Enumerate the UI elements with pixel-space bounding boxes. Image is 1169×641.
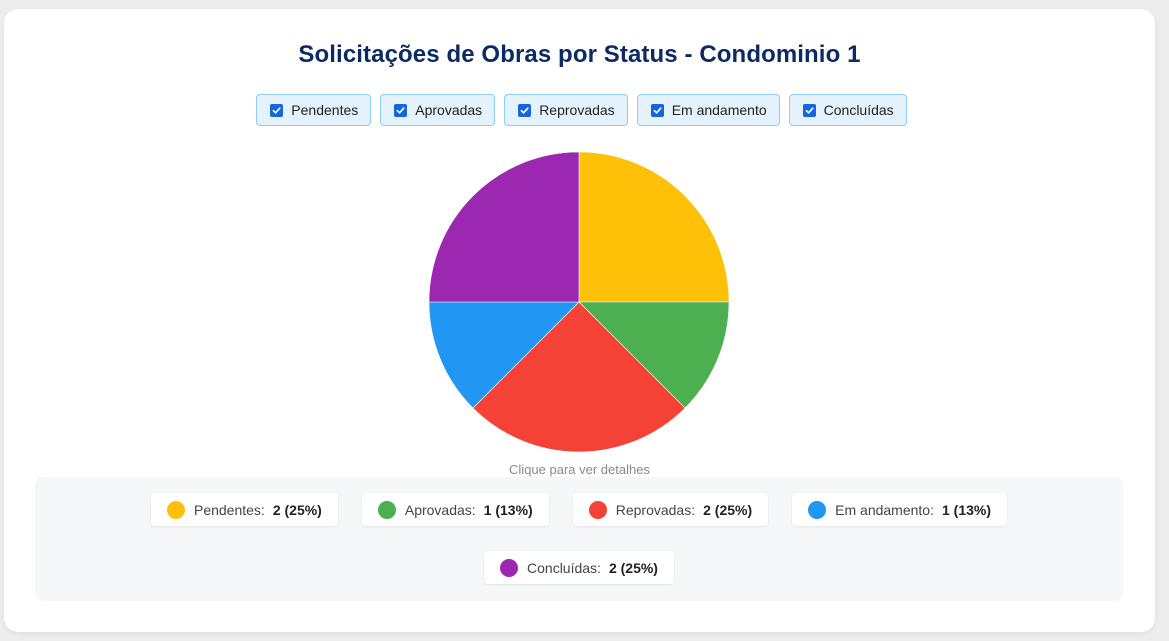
filter-label: Aprovadas [415,102,483,118]
color-dot-icon [377,500,396,519]
filter-aprovadas[interactable]: Aprovadas [380,94,496,126]
filter-reprovadas[interactable]: Reprovadas [504,94,628,126]
legend-item-concluidas[interactable]: Concluídas: 2 (25%) [484,551,674,584]
filter-label: Reprovadas [539,102,615,118]
legend-value: 1 (13%) [941,501,992,518]
pie-svg[interactable] [428,151,730,453]
color-dot-icon [500,558,519,577]
chart-title: Solicitações de Obras por Status - Condo… [298,41,861,68]
legend-label: Em andamento: [835,501,934,518]
pie-slice-concluídas[interactable] [428,151,580,303]
color-dot-icon [166,500,185,519]
legend-value: 2 (25%) [703,501,753,518]
legend-item-reprovadas[interactable]: Reprovadas: 2 (25%) [572,493,769,526]
legend-row: Pendentes: 2 (25%) Aprovadas: 1 (13%) Re… [35,493,1123,526]
filter-concluidas[interactable]: Concluídas [788,94,907,126]
checkbox-checked-icon[interactable] [518,103,532,117]
legend-item-aprovadas[interactable]: Aprovadas: 1 (13%) [361,493,549,526]
color-dot-icon [588,500,607,519]
legend-item-pendentes[interactable]: Pendentes: 2 (25%) [150,493,338,526]
legend-value: 2 (25%) [272,501,322,518]
legend-label: Reprovadas: [615,501,696,518]
filter-em-andamento[interactable]: Em andamento [636,94,780,126]
legend-label: Pendentes: [193,501,265,518]
checkbox-checked-icon[interactable] [650,103,664,117]
pie-slice-reprovadas[interactable] [472,301,686,453]
legend-value: 2 (25%) [608,559,658,576]
filter-pendentes[interactable]: Pendentes [256,94,372,126]
color-dot-icon [808,500,827,519]
pie-chart[interactable] [428,151,730,453]
filter-label: Em andamento [671,102,767,118]
click-hint: Clique para ver detalhes [509,462,650,477]
legend-panel: Pendentes: 2 (25%) Aprovadas: 1 (13%) Re… [35,477,1123,601]
filter-label: Concluídas [823,102,894,118]
filter-label: Pendentes [291,102,359,118]
pie-slice-em-andamento[interactable] [428,301,580,409]
legend-label: Concluídas: [527,559,601,576]
legend-item-em-andamento[interactable]: Em andamento: 1 (13%) [792,493,1008,526]
checkbox-checked-icon[interactable] [270,103,284,117]
checkbox-checked-icon[interactable] [802,103,816,117]
checkbox-checked-icon[interactable] [394,103,408,117]
legend-label: Aprovadas: [404,501,476,518]
pie-slice-pendentes[interactable] [578,151,730,303]
status-filters: Pendentes Aprovadas Reprovadas Em andame… [4,94,1157,126]
chart-card: Solicitações de Obras por Status - Condo… [4,9,1155,632]
pie-slice-aprovadas[interactable] [578,301,730,409]
legend-value: 1 (13%) [483,501,533,518]
legend-row: Concluídas: 2 (25%) [35,551,1123,584]
